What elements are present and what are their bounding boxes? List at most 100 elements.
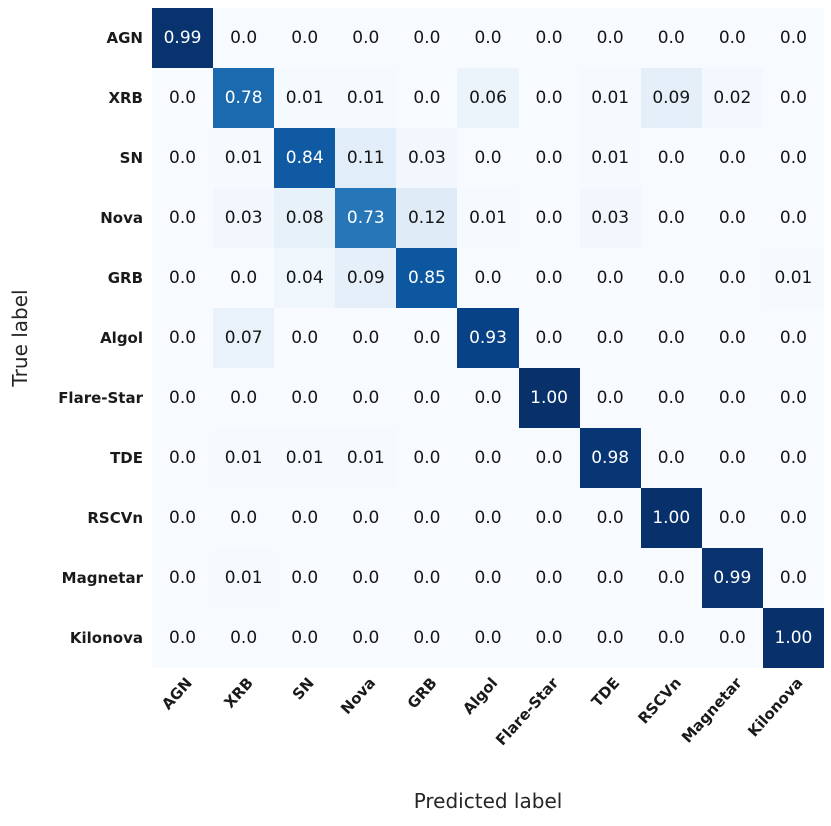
matrix-cell: 0.0 — [396, 308, 458, 368]
matrix-cell: 0.93 — [457, 308, 519, 368]
matrix-cell: 0.0 — [518, 548, 580, 608]
matrix-cell: 0.0 — [213, 488, 275, 548]
matrix-cell: 0.0 — [213, 248, 275, 308]
matrix-cell: 0.0 — [701, 248, 763, 308]
matrix-cell: 0.01 — [762, 248, 824, 308]
x-tick-label: GRB — [403, 674, 441, 713]
matrix-cell: 0.0 — [518, 248, 580, 308]
matrix-cell: 0.0 — [579, 488, 641, 548]
matrix-cell: 0.01 — [579, 68, 641, 128]
matrix-cell: 0.0 — [518, 68, 580, 128]
matrix-cell: 0.01 — [457, 188, 519, 248]
matrix-cell: 0.0 — [274, 308, 336, 368]
matrix-cell: 0.0 — [396, 8, 458, 68]
matrix-cell: 0.0 — [396, 488, 458, 548]
matrix-cell: 0.0 — [701, 188, 763, 248]
matrix-cell: 0.0 — [213, 368, 275, 428]
matrix-cell: 0.0 — [335, 488, 397, 548]
matrix-cell: 0.0 — [579, 248, 641, 308]
matrix-cell: 0.0 — [640, 128, 702, 188]
matrix-cell: 0.0 — [518, 188, 580, 248]
x-tick-label: Algol — [459, 674, 502, 718]
y-tick-label: Flare-Star — [58, 389, 143, 407]
matrix-cell: 0.0 — [701, 128, 763, 188]
matrix-cell: 0.0 — [701, 308, 763, 368]
y-tick-label: GRB — [107, 269, 143, 287]
matrix-cell: 0.01 — [213, 128, 275, 188]
matrix-cell: 0.0 — [335, 548, 397, 608]
x-tick-label: Nova — [337, 674, 380, 718]
matrix-cell: 1.00 — [640, 488, 702, 548]
matrix-cell: 0.03 — [579, 188, 641, 248]
matrix-cell: 0.99 — [701, 548, 763, 608]
x-tick-label: XRB — [220, 674, 258, 712]
matrix-cell: 0.0 — [762, 128, 824, 188]
x-axis-title: Predicted label — [413, 789, 563, 813]
matrix-cell: 0.01 — [213, 548, 275, 608]
matrix-cell: 0.0 — [152, 548, 214, 608]
matrix-cell: 0.84 — [274, 128, 336, 188]
matrix-cell: 0.0 — [762, 368, 824, 428]
matrix-cell: 0.0 — [640, 548, 702, 608]
matrix-cell: 0.0 — [518, 488, 580, 548]
matrix-cell: 0.0 — [152, 368, 214, 428]
matrix-cell: 0.04 — [274, 248, 336, 308]
matrix-cell: 0.0 — [579, 308, 641, 368]
matrix-cell: 0.0 — [701, 608, 763, 668]
matrix-cell: 0.0 — [335, 308, 397, 368]
matrix-cell: 0.03 — [396, 128, 458, 188]
matrix-cell: 0.0 — [762, 68, 824, 128]
matrix-cell: 0.0 — [640, 368, 702, 428]
y-tick-label: RSCVn — [87, 509, 143, 527]
matrix-cell: 0.0 — [579, 368, 641, 428]
matrix-cell: 0.0 — [152, 128, 214, 188]
matrix-cell: 0.0 — [335, 608, 397, 668]
matrix-cell: 1.00 — [762, 608, 824, 668]
matrix-cell: 0.01 — [335, 428, 397, 488]
matrix-cell: 0.0 — [213, 8, 275, 68]
matrix-cell: 0.0 — [152, 428, 214, 488]
x-tick-label: Magnetar — [677, 674, 746, 747]
matrix-cell: 0.0 — [152, 68, 214, 128]
matrix-cell: 0.0 — [640, 188, 702, 248]
matrix-cell: 0.0 — [396, 368, 458, 428]
matrix-cell: 0.0 — [335, 368, 397, 428]
y-tick-label: XRB — [108, 89, 143, 107]
matrix-cell: 0.98 — [579, 428, 641, 488]
matrix-cell: 0.01 — [213, 428, 275, 488]
matrix-cell: 0.01 — [274, 428, 336, 488]
matrix-cell: 0.0 — [762, 188, 824, 248]
matrix-cell: 0.06 — [457, 68, 519, 128]
x-tick-label: Kilonova — [744, 674, 807, 741]
matrix-cell: 0.0 — [762, 8, 824, 68]
matrix-cell: 0.0 — [762, 308, 824, 368]
x-tick-label: TDE — [588, 674, 624, 711]
matrix-cell: 0.0 — [640, 308, 702, 368]
matrix-cell: 0.0 — [396, 428, 458, 488]
matrix-cell: 0.85 — [396, 248, 458, 308]
matrix-cell: 0.0 — [579, 8, 641, 68]
matrix-cell: 0.0 — [701, 368, 763, 428]
matrix-cell: 0.78 — [213, 68, 275, 128]
matrix-cell: 0.01 — [335, 68, 397, 128]
matrix-cell: 0.0 — [579, 608, 641, 668]
matrix-cell: 0.0 — [457, 368, 519, 428]
matrix-cell: 0.0 — [457, 8, 519, 68]
matrix-cell: 0.0 — [152, 188, 214, 248]
y-tick-label: Kilonova — [69, 629, 143, 647]
matrix-cell: 0.0 — [701, 428, 763, 488]
matrix-cell: 0.11 — [335, 128, 397, 188]
matrix-cell: 0.0 — [457, 608, 519, 668]
matrix-cell: 0.0 — [701, 8, 763, 68]
matrix-cell: 0.12 — [396, 188, 458, 248]
matrix-cell: 0.0 — [762, 488, 824, 548]
y-tick-label: Magnetar — [61, 569, 143, 587]
y-tick-label: Algol — [100, 329, 143, 347]
heatmap-grid: 0.99 0.0 0.0 0.0 0.0 0.0 0.0 0.0 0.0 0.0 0.0 0.0 0.7… — [152, 8, 824, 668]
matrix-cell: 0.07 — [213, 308, 275, 368]
y-tick-label: Nova — [100, 209, 143, 227]
matrix-cell: 0.0 — [274, 608, 336, 668]
matrix-cell: 0.0 — [274, 548, 336, 608]
matrix-cell: 0.0 — [518, 608, 580, 668]
